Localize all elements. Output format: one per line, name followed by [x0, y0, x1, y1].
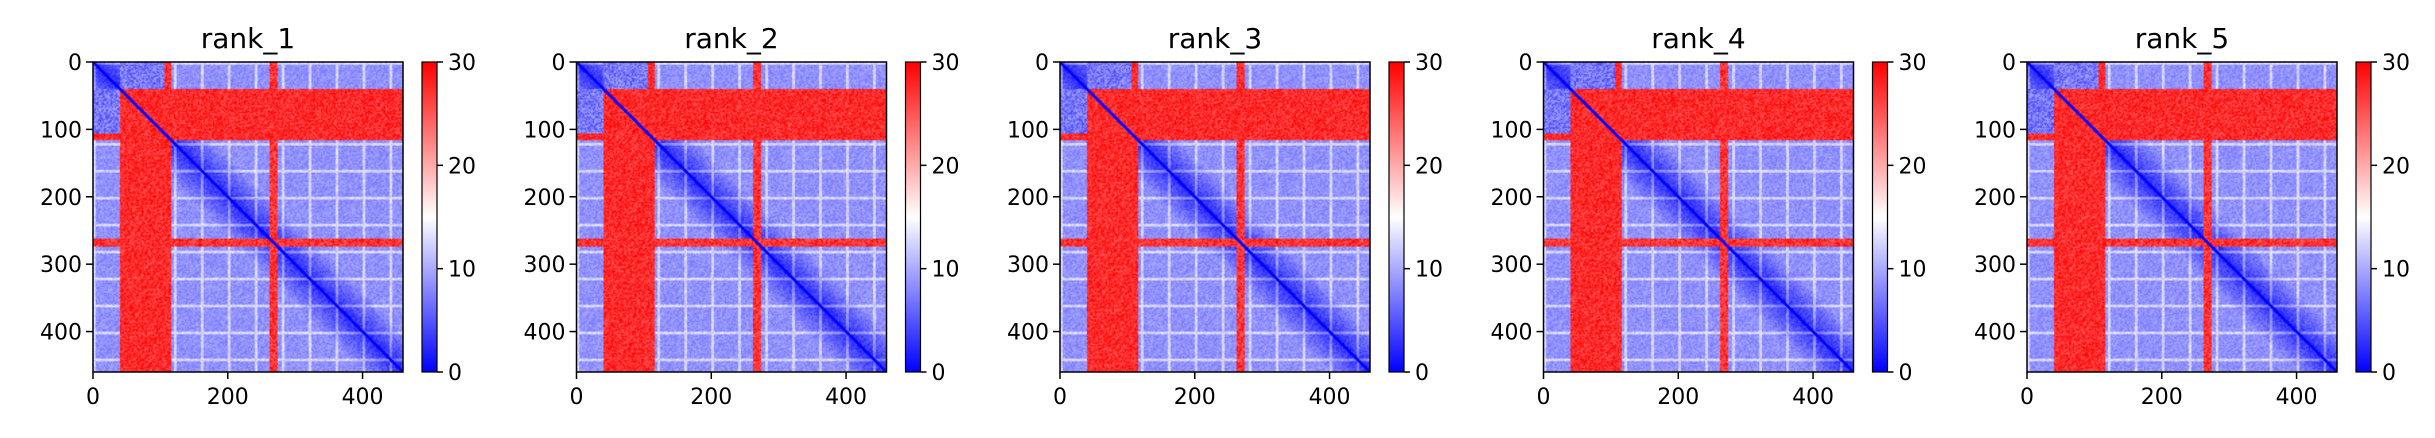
y-tick-label: 100	[524, 118, 566, 143]
colorbar-frame	[904, 61, 922, 373]
colorbar-tick-label: 20	[448, 154, 476, 179]
heatmap-panel-1: rank_1 0 200 400 0 100 200 300 400 0 10 20 30	[40, 22, 476, 410]
colorbar-tick-label: 30	[2382, 51, 2410, 76]
panel-title: rank_5	[2135, 22, 2229, 55]
y-tick-label: 300	[1974, 253, 2016, 278]
axes-frame	[575, 61, 888, 373]
y-tick-label: 0	[552, 51, 566, 76]
colorbar	[422, 62, 437, 372]
colorbar-frame	[1388, 61, 1405, 373]
y-tick-label: 300	[40, 253, 82, 278]
colorbar-tick-label: 0	[1899, 361, 1913, 386]
colorbar-tick-label: 30	[1415, 51, 1443, 76]
y-tick-label: 300	[1007, 253, 1049, 278]
colorbar-frame	[1871, 61, 1889, 373]
heatmap-panel-4: rank_4 0 200 400 0 100 200 300 400 0 10 20 30	[1491, 22, 1927, 410]
y-tick-label: 100	[40, 118, 82, 143]
y-tick-label: 200	[524, 186, 566, 211]
axes-frame	[2026, 61, 2338, 373]
colorbar-tick-label: 0	[2382, 361, 2396, 386]
y-tick-label: 200	[1491, 186, 1533, 211]
panel-title: rank_4	[1651, 22, 1745, 55]
y-tick-label: 400	[524, 321, 566, 346]
y-tick-label: 100	[1974, 118, 2016, 143]
x-tick-label: 200	[1174, 385, 1216, 410]
y-tick-label: 400	[1007, 321, 1049, 346]
colorbar	[905, 62, 921, 372]
heatmap-panel-2: rank_2 0 200 400 0 100 200 300 400 0 10 20 30	[524, 22, 960, 410]
colorbar-frame	[2355, 61, 2372, 373]
colorbar-tick-label: 30	[448, 51, 476, 76]
colorbar-tick-label: 10	[1415, 258, 1443, 283]
colorbar-tick-label: 30	[932, 51, 960, 76]
colorbar-frame	[421, 61, 438, 373]
y-tick-label: 100	[1491, 118, 1533, 143]
x-tick-label: 0	[1053, 385, 1067, 410]
x-tick-label: 0	[2020, 385, 2034, 410]
heatmap-panel-5: rank_5 0 200 400 0 100 200 300 400 0 10 20 30	[1974, 22, 2410, 410]
colorbar-tick-label: 10	[448, 258, 476, 283]
x-tick-label: 400	[342, 385, 384, 410]
y-tick-label: 200	[1974, 186, 2016, 211]
panel-title: rank_3	[1168, 22, 1262, 55]
colorbar-tick-label: 10	[932, 258, 960, 283]
colorbar	[1389, 62, 1404, 372]
x-tick-label: 400	[1309, 385, 1351, 410]
y-tick-label: 0	[1035, 51, 1049, 76]
colorbar-tick-label: 10	[1899, 258, 1927, 283]
y-tick-label: 200	[40, 186, 82, 211]
x-tick-label: 0	[1537, 385, 1551, 410]
colorbar-tick-label: 20	[932, 154, 960, 179]
colorbar-tick-label: 20	[1415, 154, 1443, 179]
heatmap-panels: rank_10 200 40001002003004000102030rank_20…	[40, 22, 2410, 410]
colorbar	[1872, 62, 1888, 372]
panel-title: rank_2	[684, 22, 778, 55]
colorbar-tick-label: 30	[1899, 51, 1927, 76]
heatmap-image	[2027, 62, 2337, 372]
colorbar-tick-label: 0	[448, 361, 462, 386]
y-tick-label: 300	[524, 253, 566, 278]
y-tick-label: 400	[40, 321, 82, 346]
heatmap-panel-3: rank_3 0 200 400 0 100 200 300 400 0 10 20 30	[1007, 22, 1443, 410]
y-tick-label: 0	[2002, 51, 2016, 76]
heatmap-image	[576, 62, 887, 372]
colorbar-tick-label: 10	[2382, 258, 2410, 283]
heatmap-image	[1543, 62, 1854, 372]
colorbar-tick-label: 0	[932, 361, 946, 386]
x-tick-label: 200	[2141, 385, 2183, 410]
colorbar-tick-label: 20	[2382, 154, 2410, 179]
y-tick-label: 200	[1007, 186, 1049, 211]
x-tick-label: 400	[825, 385, 867, 410]
axes-frame	[92, 61, 404, 373]
colorbar-tick-label: 0	[1415, 361, 1429, 386]
y-tick-label: 400	[1974, 321, 2016, 346]
y-tick-label: 400	[1491, 321, 1533, 346]
y-tick-label: 0	[68, 51, 82, 76]
axes-frame	[1059, 61, 1371, 373]
y-tick-label: 0	[1519, 51, 1533, 76]
colorbar	[2356, 62, 2371, 372]
x-tick-label: 200	[1657, 385, 1699, 410]
y-tick-label: 300	[1491, 253, 1533, 278]
x-tick-label: 0	[570, 385, 584, 410]
panel-title: rank_1	[201, 22, 295, 55]
x-tick-label: 200	[207, 385, 249, 410]
x-tick-label: 400	[2276, 385, 2318, 410]
y-tick-label: 100	[1007, 118, 1049, 143]
heatmap-image	[93, 62, 403, 372]
x-tick-label: 400	[1792, 385, 1834, 410]
x-tick-label: 0	[86, 385, 100, 410]
x-tick-label: 200	[690, 385, 732, 410]
axes-frame	[1542, 61, 1855, 373]
colorbar-tick-label: 20	[1899, 154, 1927, 179]
heatmap-image	[1060, 62, 1370, 372]
